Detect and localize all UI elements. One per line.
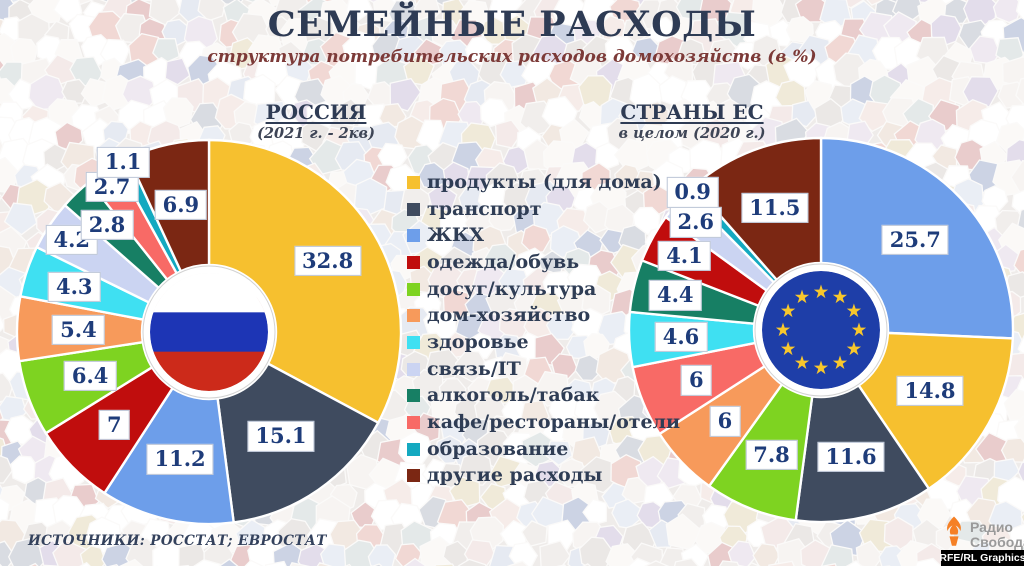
slice-value-label: 7 (99, 409, 130, 440)
legend-label: ЖКХ (427, 224, 484, 247)
slice-value-label: 2.8 (80, 209, 134, 241)
slice-value-label: 25.7 (881, 224, 949, 255)
pie-chart-russia: 32.8 15.1 11.2 7 6.4 5.4 4.3 4.2 2.8 2.7 1.1 6.9 (0, 122, 419, 542)
legend-item: образование (407, 436, 680, 463)
legend-color-swatch (407, 202, 420, 216)
russia-flag-icon (142, 265, 276, 399)
legend-label: одежда/обувь (427, 250, 580, 273)
slice-value-label: 32.8 (294, 245, 362, 277)
slice-value-label: 2.6 (669, 207, 723, 238)
chart-title-eu: СТРАНЫ ЕС (620, 100, 764, 124)
legend-label: другие расходы (427, 464, 603, 487)
legend-label: транспорт (427, 197, 542, 220)
legend-item: кафе/рестораны/отели (407, 409, 680, 436)
sources-note: ИСТОЧНИКИ: РОССТАТ; ЕВРОСТАТ (28, 533, 327, 549)
legend-color-swatch (407, 309, 420, 323)
slice-value-label: 5.4 (52, 314, 105, 345)
legend-label: досуг/культура (427, 277, 597, 300)
legend-item: алкоголь/табак (407, 383, 680, 410)
slice-value-label: 4.1 (658, 240, 711, 271)
legend-color-swatch (407, 335, 420, 349)
legend-color-swatch (407, 416, 420, 430)
chart-title-russia: РОССИЯ (265, 100, 367, 124)
page-title: СЕМЕЙНЫЕ РАСХОДЫ (267, 4, 757, 45)
chart-period-russia: (2021 г. - 2кв) (257, 125, 375, 142)
chart-head-russia: РОССИЯ (2021 г. - 2кв) (196, 100, 436, 142)
slice-value-label: 7.8 (745, 439, 798, 471)
legend-label: кафе/рестораны/отели (427, 411, 681, 434)
legend-color-swatch (407, 389, 420, 403)
slice-value-label: 4.6 (654, 321, 708, 353)
legend-item: продукты (для дома) (407, 169, 680, 196)
slice-value-label: 1.1 (96, 147, 150, 178)
legend-color-swatch (407, 442, 420, 456)
slice-value-label: 15.1 (247, 421, 315, 452)
legend: продукты (для дома) транспорт ЖКХ одежда/об… (407, 169, 680, 489)
pie-slice (207, 138, 403, 425)
torch-icon (947, 516, 961, 546)
legend-label: дом-хозяйство (427, 304, 591, 327)
slice-value-label: 11.5 (741, 192, 809, 223)
slice-value-label: 0.9 (666, 177, 719, 208)
chart-head-eu: СТРАНЫ ЕС в целом (2020 г.) (572, 100, 812, 142)
header: СЕМЕЙНЫЕ РАСХОДЫ структура потребительск… (0, 4, 1024, 67)
branding: Радио Свобода RFE/RL Graphics (938, 512, 1024, 566)
legend-item: другие расходы (407, 463, 680, 490)
slice-value-label: 6 (681, 365, 712, 396)
legend-color-swatch (407, 282, 420, 296)
legend-label: образование (427, 437, 569, 460)
pie-chart-eu: 25.7 14.8 11.6 7.8 6 6 4.6 4.4 4.1 2.6 0.9 11.5 (611, 120, 1024, 540)
pie-slice (856, 331, 1015, 491)
slice-value-label: 11.2 (146, 444, 214, 475)
legend-item: ЖКХ (407, 222, 680, 249)
wordmark-line1: Радио (970, 519, 1013, 535)
legend-label: здоровье (427, 330, 529, 353)
legend-color-swatch (407, 175, 420, 189)
legend-color-swatch (407, 255, 420, 269)
slice-value-label: 6 (709, 406, 741, 437)
slice-value-label: 4.3 (47, 271, 101, 303)
legend-color-swatch (407, 362, 420, 376)
legend-color-swatch (407, 229, 420, 243)
legend-item: дом-хозяйство (407, 302, 680, 329)
legend-label: алкоголь/табак (427, 384, 600, 407)
eu-flag-icon (754, 263, 888, 397)
legend-item: одежда/обувь (407, 249, 680, 276)
chart-period-eu: в целом (2020 г.) (618, 125, 766, 142)
graphics-credit: RFE/RL Graphics (939, 550, 1024, 566)
legend-label: связь/IT (427, 357, 521, 380)
slice-value-label: 11.6 (817, 441, 885, 473)
legend-label: продукты (для дома) (427, 170, 662, 193)
legend-item: здоровье (407, 329, 680, 356)
legend-item: связь/IT (407, 356, 680, 383)
wordmark-line2: Свобода (970, 534, 1024, 550)
slice-value-label: 6.9 (154, 189, 208, 220)
legend-color-swatch (407, 469, 420, 483)
slice-value-label: 14.8 (896, 375, 964, 406)
slice-value-label: 4.4 (648, 280, 702, 311)
legend-item: транспорт (407, 196, 680, 223)
radio-svoboda-wordmark: Радио Свобода (970, 520, 1024, 550)
page-subtitle: структура потребительских расходов домох… (207, 47, 817, 67)
slice-value-label: 6.4 (63, 360, 117, 392)
legend-item: досуг/культура (407, 276, 680, 303)
